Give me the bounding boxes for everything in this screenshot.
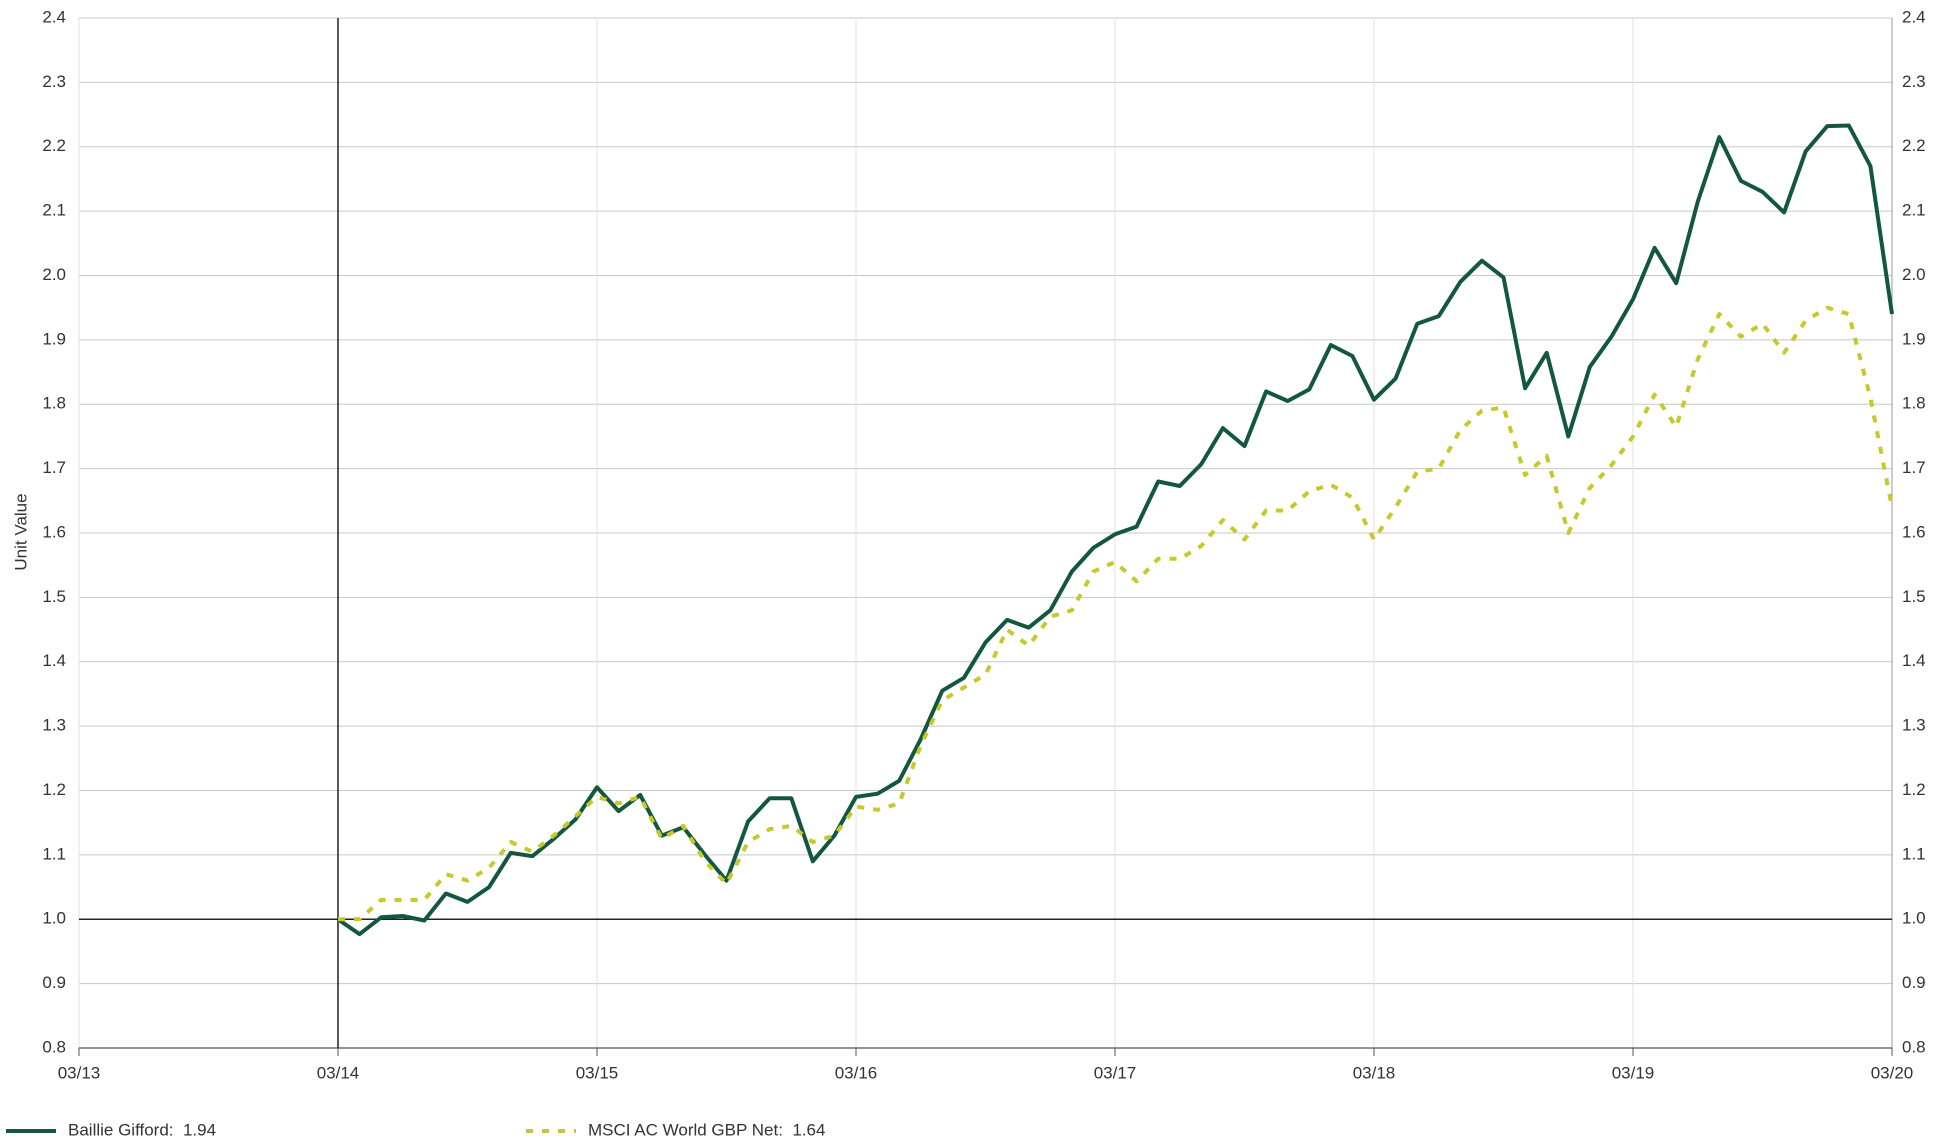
y2-tick-label: 1.1 — [1902, 844, 1926, 863]
y-tick-label: 1.5 — [42, 587, 66, 606]
y-tick-label: 1.6 — [42, 522, 66, 541]
y-tick-label: 2.2 — [42, 136, 66, 155]
y2-tick-label: 1.6 — [1902, 522, 1926, 541]
y-tick-label: 0.8 — [42, 1037, 66, 1056]
x-tick-label: 03/14 — [317, 1063, 360, 1082]
y2-tick-label: 0.9 — [1902, 973, 1926, 992]
y2-tick-label: 1.8 — [1902, 394, 1926, 413]
y2-tick-label: 2.0 — [1902, 265, 1926, 284]
x-tick-label: 03/20 — [1871, 1063, 1914, 1082]
y-tick-label: 1.8 — [42, 394, 66, 413]
x-tick-label: 03/13 — [58, 1063, 101, 1082]
x-tick-label: 03/16 — [835, 1063, 878, 1082]
y-tick-label: 2.1 — [42, 201, 66, 220]
y2-tick-label: 1.7 — [1902, 458, 1926, 477]
y2-tick-label: 2.4 — [1902, 7, 1926, 26]
x-tick-label: 03/19 — [1612, 1063, 1655, 1082]
y-tick-label: 1.4 — [42, 651, 66, 670]
series-line — [336, 123, 1894, 937]
y2-tick-label: 0.8 — [1902, 1037, 1926, 1056]
y2-tick-label: 1.3 — [1902, 716, 1926, 735]
y-tick-label: 1.9 — [42, 329, 66, 348]
y2-tick-label: 1.2 — [1902, 780, 1926, 799]
y-tick-label: 0.9 — [42, 973, 66, 992]
y-tick-label: 1.3 — [42, 716, 66, 735]
y2-tick-label: 2.1 — [1902, 201, 1926, 220]
y2-tick-label: 1.4 — [1902, 651, 1926, 670]
x-tick-label: 03/15 — [576, 1063, 619, 1082]
legend-label: MSCI AC World GBP Net: 1.64 — [588, 1120, 825, 1139]
y2-tick-label: 1.0 — [1902, 909, 1926, 928]
y2-tick-label: 1.5 — [1902, 587, 1926, 606]
y2-tick-label: 1.9 — [1902, 329, 1926, 348]
legend-label: Baillie Gifford: 1.94 — [68, 1120, 216, 1139]
x-tick-label: 03/18 — [1353, 1063, 1396, 1082]
y-tick-label: 1.2 — [42, 780, 66, 799]
series-line — [338, 305, 1894, 922]
y-tick-label: 2.3 — [42, 72, 66, 91]
y-tick-label: 2.4 — [42, 7, 66, 26]
y-tick-label: 1.7 — [42, 458, 66, 477]
y2-tick-label: 2.2 — [1902, 136, 1926, 155]
y-tick-label: 2.0 — [42, 265, 66, 284]
x-tick-label: 03/17 — [1094, 1063, 1137, 1082]
y-tick-label: 1.0 — [42, 909, 66, 928]
y-axis-label: Unit Value — [11, 493, 30, 570]
y2-tick-label: 2.3 — [1902, 72, 1926, 91]
y-tick-label: 1.1 — [42, 844, 66, 863]
